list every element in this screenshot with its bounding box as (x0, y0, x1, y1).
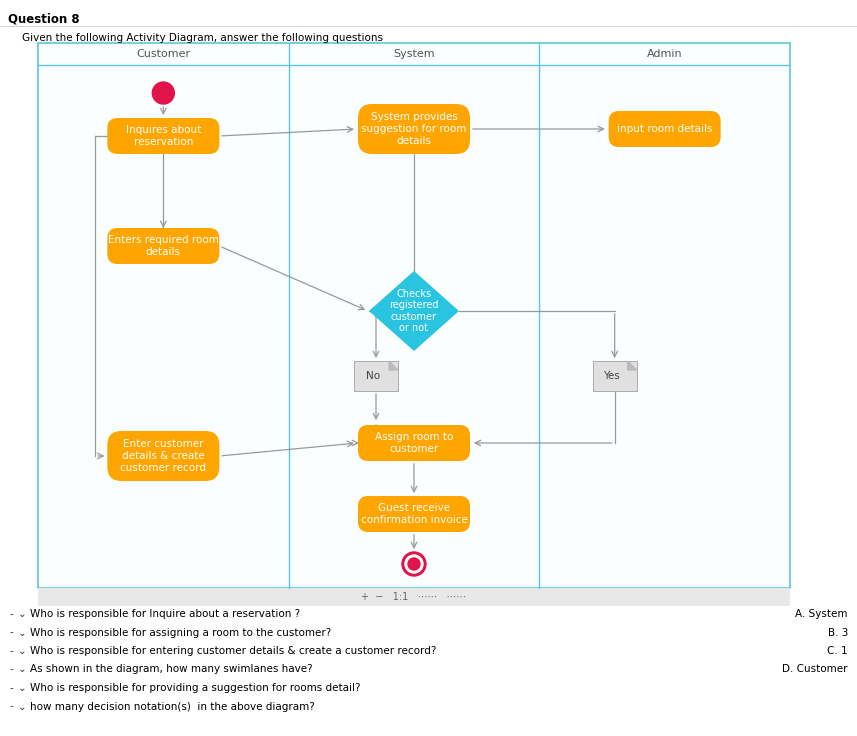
FancyBboxPatch shape (107, 228, 219, 264)
Text: +  −   1:1   ⋯⋯   ⋯⋯: + − 1:1 ⋯⋯ ⋯⋯ (362, 592, 466, 602)
Text: Customer: Customer (136, 49, 190, 59)
Text: Who is responsible for Inquire about a reservation ?: Who is responsible for Inquire about a r… (30, 609, 300, 619)
Text: Who is responsible for assigning a room to the customer?: Who is responsible for assigning a room … (30, 628, 332, 637)
Text: Checks
registered
customer
or not: Checks registered customer or not (389, 289, 439, 333)
Text: Enter customer
details & create
customer record: Enter customer details & create customer… (120, 439, 207, 473)
Text: No: No (366, 371, 380, 381)
Text: Enters required room
details: Enters required room details (108, 235, 219, 257)
Text: D. Customer: D. Customer (782, 665, 848, 674)
Text: System: System (393, 49, 434, 59)
FancyBboxPatch shape (358, 496, 470, 532)
Text: -: - (10, 628, 14, 637)
Text: -: - (10, 683, 14, 693)
Circle shape (402, 552, 426, 576)
Text: Assign room to
customer: Assign room to customer (375, 432, 453, 454)
Text: -: - (10, 609, 14, 619)
Text: -: - (10, 701, 14, 712)
FancyBboxPatch shape (593, 361, 637, 391)
Text: Admin: Admin (647, 49, 682, 59)
Text: how many decision notation(s)  in the above diagram?: how many decision notation(s) in the abo… (30, 701, 315, 712)
Text: B. 3: B. 3 (828, 628, 848, 637)
FancyBboxPatch shape (354, 361, 398, 391)
FancyBboxPatch shape (107, 118, 219, 154)
Text: -: - (10, 646, 14, 656)
Text: A. System: A. System (795, 609, 848, 619)
Text: Who is responsible for providing a suggestion for rooms detail?: Who is responsible for providing a sugge… (30, 683, 361, 693)
Text: input room details: input room details (617, 124, 712, 134)
Text: Given the following Activity Diagram, answer the following questions: Given the following Activity Diagram, an… (22, 33, 383, 43)
Polygon shape (627, 361, 637, 370)
Circle shape (405, 555, 423, 573)
Text: Who is responsible for entering customer details & create a customer record?: Who is responsible for entering customer… (30, 646, 436, 656)
FancyBboxPatch shape (608, 111, 721, 147)
Text: ⌄: ⌄ (18, 701, 27, 712)
Text: Guest receive
confirmation invoice: Guest receive confirmation invoice (361, 503, 467, 525)
Circle shape (153, 82, 174, 104)
Text: ⌄: ⌄ (18, 609, 27, 619)
Text: Yes: Yes (603, 371, 620, 381)
Text: C. 1: C. 1 (827, 646, 848, 656)
FancyBboxPatch shape (38, 43, 790, 588)
FancyBboxPatch shape (358, 425, 470, 461)
Text: ⌄: ⌄ (18, 628, 27, 637)
Text: -: - (10, 665, 14, 674)
FancyBboxPatch shape (38, 588, 790, 606)
Polygon shape (369, 271, 459, 351)
Text: ⌄: ⌄ (18, 646, 27, 656)
FancyBboxPatch shape (107, 431, 219, 481)
Text: ⌄: ⌄ (18, 683, 27, 693)
Circle shape (408, 558, 420, 570)
Text: System provides
suggestion for room
details: System provides suggestion for room deta… (362, 112, 467, 146)
Text: ⌄: ⌄ (18, 665, 27, 674)
Text: Question 8: Question 8 (8, 12, 80, 25)
Text: As shown in the diagram, how many swimlanes have?: As shown in the diagram, how many swimla… (30, 665, 313, 674)
Polygon shape (389, 361, 398, 370)
FancyBboxPatch shape (358, 104, 470, 154)
Text: Inquires about
reservation: Inquires about reservation (126, 125, 201, 147)
